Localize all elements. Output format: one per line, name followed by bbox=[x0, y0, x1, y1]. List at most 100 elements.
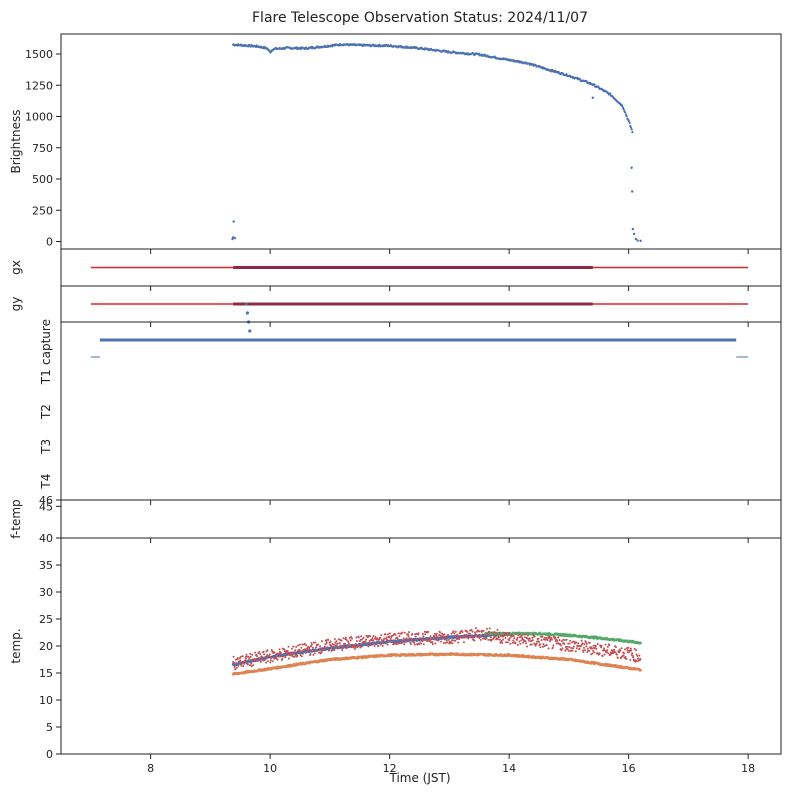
temp-point bbox=[506, 641, 509, 644]
temp-point bbox=[298, 650, 301, 653]
temp-point bbox=[234, 658, 237, 661]
temp-point bbox=[618, 651, 621, 654]
temp-point bbox=[402, 637, 405, 640]
temp-point bbox=[502, 638, 505, 641]
temp-point bbox=[517, 633, 520, 636]
temp-point bbox=[385, 636, 388, 639]
temp-point bbox=[636, 660, 638, 663]
temp-point bbox=[423, 638, 426, 641]
temp-point bbox=[269, 661, 272, 664]
temp-point bbox=[539, 646, 542, 649]
temp-point bbox=[311, 649, 314, 652]
gy-point bbox=[245, 311, 250, 315]
temp-point bbox=[239, 659, 242, 662]
y-tick-label: 46 bbox=[39, 494, 53, 507]
temp-point bbox=[295, 645, 298, 648]
temp-point bbox=[361, 638, 364, 641]
temp-point bbox=[447, 634, 450, 637]
temp-point bbox=[309, 645, 312, 648]
brightness-point bbox=[625, 115, 628, 118]
temp-point bbox=[266, 660, 269, 663]
temp-point bbox=[594, 645, 597, 648]
temp-point bbox=[534, 644, 537, 647]
temp-point bbox=[422, 635, 425, 638]
y-tick-label: 10 bbox=[39, 694, 53, 707]
temp-point bbox=[419, 642, 422, 645]
temp-point bbox=[403, 631, 406, 634]
temp-point bbox=[442, 641, 445, 644]
temp-point bbox=[245, 653, 248, 656]
temp-point bbox=[426, 640, 429, 643]
temp-point bbox=[571, 647, 574, 650]
temp-point bbox=[639, 668, 642, 672]
temp-point bbox=[538, 640, 541, 643]
temp-point bbox=[457, 641, 460, 644]
temp-point bbox=[627, 646, 630, 649]
temp-point bbox=[619, 649, 622, 652]
temp-point bbox=[264, 658, 267, 661]
temp-point bbox=[604, 643, 607, 646]
temp-point bbox=[596, 643, 599, 646]
temp-point bbox=[431, 641, 434, 644]
temp-point bbox=[350, 635, 353, 638]
status-row-label: capture bbox=[39, 319, 53, 365]
temp-point bbox=[540, 639, 543, 642]
temp-point bbox=[527, 639, 530, 642]
temp-point bbox=[471, 636, 474, 639]
temp-point bbox=[354, 643, 357, 646]
brightness-point bbox=[631, 131, 634, 134]
temp-point bbox=[516, 636, 519, 639]
temp-point bbox=[303, 642, 306, 645]
temp-point bbox=[424, 633, 427, 636]
temp-point bbox=[372, 634, 375, 637]
x-tick-label: 8 bbox=[147, 762, 154, 775]
temp-point bbox=[385, 640, 388, 643]
temp-point bbox=[566, 647, 569, 650]
temp-point bbox=[485, 637, 488, 640]
temp-point bbox=[407, 631, 410, 634]
temp-point bbox=[248, 664, 251, 667]
temp-point bbox=[592, 649, 595, 652]
temp-point bbox=[573, 640, 576, 643]
temp-point bbox=[485, 627, 488, 630]
x-tick-label: 14 bbox=[502, 762, 516, 775]
temp-point bbox=[478, 630, 481, 633]
temp-point bbox=[332, 643, 335, 646]
temp-point bbox=[243, 662, 246, 665]
temp-point bbox=[294, 649, 297, 652]
temp-point bbox=[255, 655, 258, 658]
temp-point bbox=[486, 633, 489, 636]
temp-point bbox=[546, 639, 549, 642]
temp-point bbox=[577, 644, 580, 647]
temp-point bbox=[235, 666, 238, 669]
temp-point bbox=[369, 644, 372, 647]
temp-point bbox=[331, 645, 334, 648]
brightness-point bbox=[627, 120, 630, 123]
y-tick-label: 1250 bbox=[25, 79, 53, 92]
chart-title: Flare Telescope Observation Status: 2024… bbox=[252, 10, 588, 26]
temp-point bbox=[432, 637, 435, 640]
temp-point bbox=[450, 641, 453, 644]
temp-point bbox=[468, 632, 471, 635]
temp-point bbox=[377, 645, 380, 648]
temp-point bbox=[386, 638, 389, 641]
temp-point bbox=[635, 649, 638, 652]
temp-point bbox=[520, 634, 523, 637]
temp-point bbox=[523, 640, 526, 643]
temp-point bbox=[605, 651, 608, 654]
temp-point bbox=[310, 643, 313, 646]
temp-point bbox=[527, 634, 530, 637]
y-tick-label: 5 bbox=[46, 721, 53, 734]
panel-brightness: 0 250 500 750 1000 1250 1500 Brightness bbox=[9, 33, 782, 254]
temp-point bbox=[475, 630, 478, 633]
temp-point bbox=[297, 644, 300, 647]
temp-point bbox=[410, 637, 413, 640]
temp-point bbox=[445, 639, 448, 642]
temp-point bbox=[389, 637, 392, 640]
temp-point bbox=[380, 634, 383, 637]
temp-point bbox=[614, 645, 617, 648]
temp-point bbox=[505, 641, 508, 644]
temp-point bbox=[623, 652, 626, 655]
temp-point bbox=[394, 633, 397, 636]
temp-point bbox=[523, 633, 526, 636]
